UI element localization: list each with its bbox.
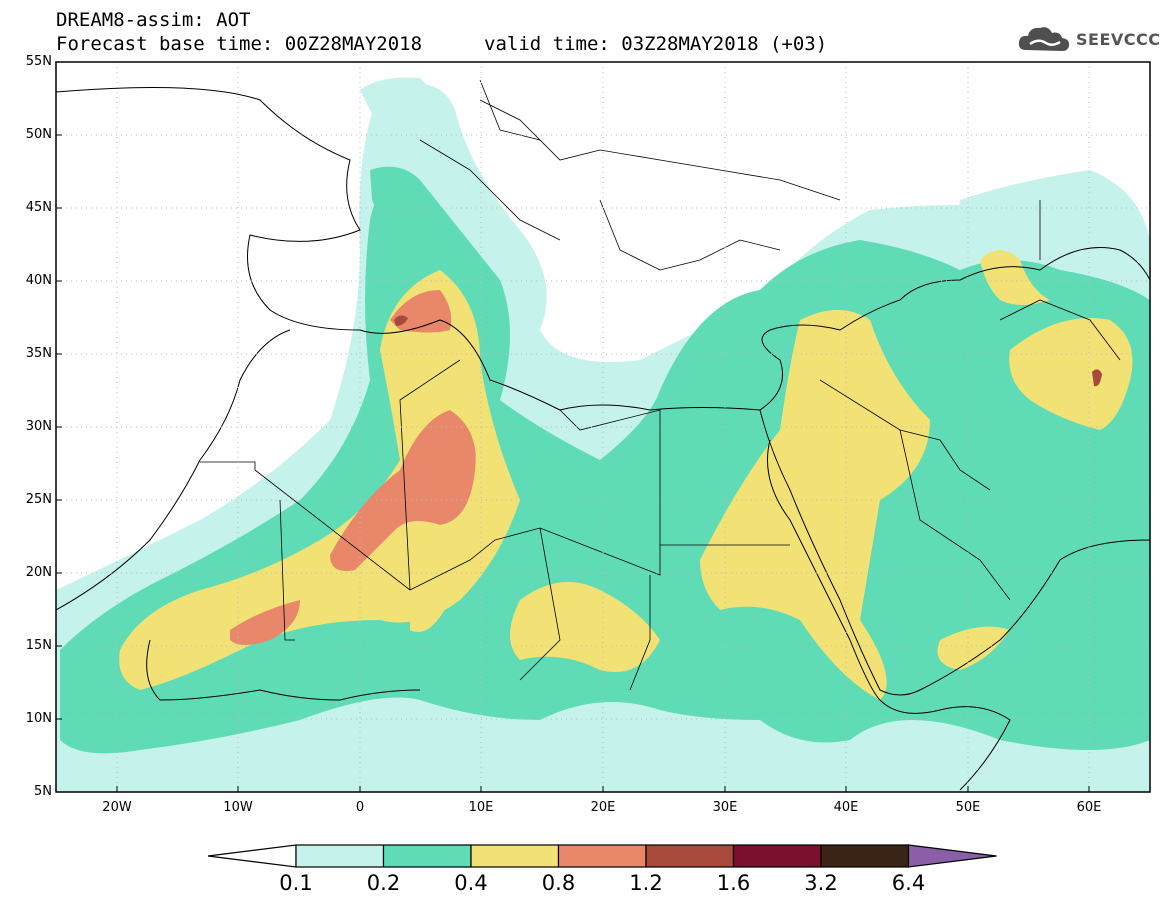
lon-label: 60E	[1076, 800, 1102, 815]
legend-swatch	[645, 844, 735, 868]
lon-label: 20E	[590, 800, 616, 815]
lat-label: 50N	[25, 127, 52, 142]
base-time: Forecast base time: 00Z28MAY2018	[56, 33, 423, 55]
lat-label: 40N	[25, 273, 52, 288]
lat-label: 10N	[25, 711, 52, 726]
legend-swatch	[732, 844, 822, 868]
logo-text: SEEVCCC	[1076, 30, 1161, 49]
axis-ticks	[56, 134, 1090, 792]
lat-label: 45N	[25, 200, 52, 215]
lon-label: 40E	[833, 800, 859, 815]
legend-value: 3.2	[804, 871, 838, 895]
legend-value: 0.1	[279, 871, 313, 895]
legend-under-arrow	[207, 844, 297, 868]
seevccc-logo: SEEVCCC	[1016, 22, 1160, 58]
legend-value: 0.4	[454, 871, 488, 895]
lon-label: 30E	[712, 800, 738, 815]
legend-value: 1.2	[629, 871, 663, 895]
country-borders	[200, 79, 1121, 691]
lat-label: 20N	[25, 565, 52, 580]
lon-label: 50E	[955, 800, 981, 815]
legend-swatch	[382, 844, 472, 868]
legend-swatch	[470, 844, 560, 868]
lat-label: 30N	[25, 419, 52, 434]
lat-label: 5N	[34, 784, 52, 799]
cloud-icon	[1018, 27, 1070, 51]
valid-time: valid time: 03Z28MAY2018 (+03)	[484, 33, 828, 55]
lon-label: 20W	[102, 800, 132, 815]
plot-title: DREAM8-assim: AOT	[56, 9, 251, 31]
coastlines	[56, 87, 1150, 791]
legend-swatch	[557, 844, 647, 868]
lat-label: 35N	[25, 346, 52, 361]
time-info: Forecast base time: 00Z28MAY2018 valid ti…	[56, 33, 827, 55]
legend-value: 0.8	[541, 871, 576, 895]
legend-swatch	[820, 844, 910, 868]
legend-value: 1.6	[716, 871, 751, 895]
lat-label: 25N	[25, 492, 52, 507]
lat-label: 55N	[25, 54, 52, 69]
legend-over-arrow	[907, 844, 997, 868]
lat-label: 15N	[25, 638, 52, 653]
legend-value: 6.4	[891, 871, 926, 895]
gridlines	[56, 62, 1150, 792]
lon-label: 10W	[223, 800, 253, 815]
lon-label: 10E	[468, 800, 494, 815]
lon-label: 0	[355, 800, 365, 815]
legend-swatch	[295, 844, 385, 868]
aot-band-1-2	[394, 315, 1102, 387]
legend-value: 0.2	[366, 871, 401, 895]
